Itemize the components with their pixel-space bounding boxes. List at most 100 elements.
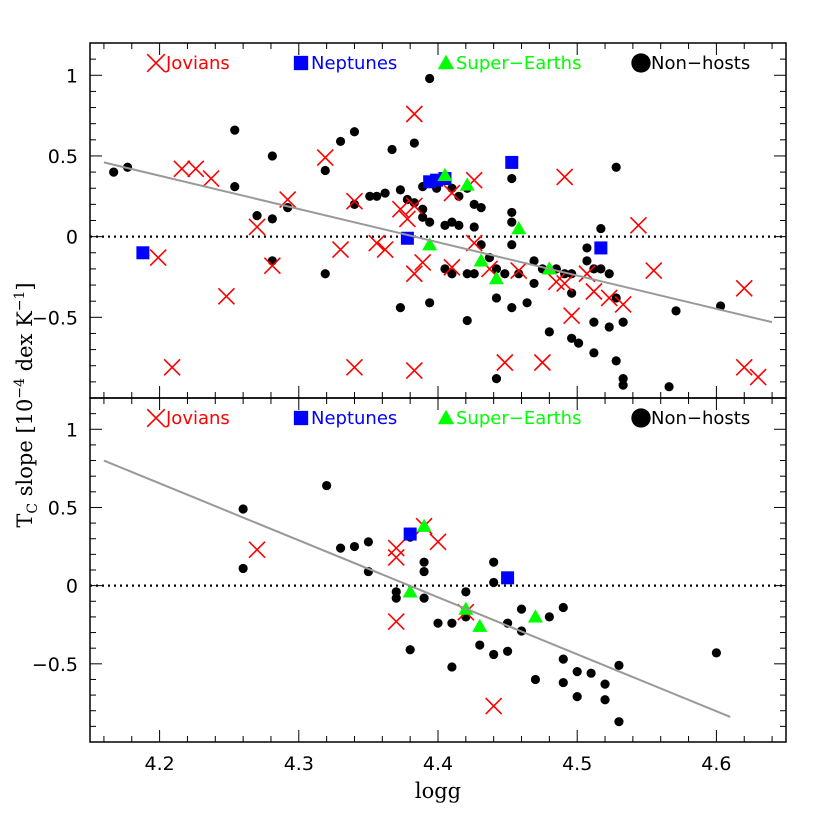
non-host-point (320, 165, 330, 176)
non-host-point (238, 563, 248, 574)
y-tick-label: 0 (66, 576, 78, 598)
jovian-point (533, 353, 551, 372)
non-host-point (475, 640, 485, 650)
non-host-point (614, 717, 624, 727)
super-earth-point (459, 177, 475, 191)
non-host-point (596, 264, 606, 274)
non-host-point (454, 220, 464, 230)
jovian-point (387, 613, 405, 631)
jovian-point (248, 218, 266, 236)
non-host-point (618, 374, 628, 384)
super-earth-point (488, 271, 504, 285)
non-host-point (461, 587, 471, 597)
non-host-point (363, 537, 373, 547)
non-host-point (405, 645, 415, 655)
y-tick-label: 0 (66, 227, 78, 249)
jovian-point (645, 261, 663, 280)
jovian-point (368, 234, 386, 252)
legend-label: Non−hosts (651, 53, 750, 74)
non-host-point (462, 315, 472, 326)
non-host-point (567, 333, 577, 343)
non-host-point (618, 380, 628, 390)
non-host-point (469, 269, 479, 279)
jovian-point (331, 240, 350, 259)
jovian-point (414, 253, 432, 272)
jovian-point (405, 197, 423, 215)
non-host-point (109, 167, 119, 177)
y-tick-label: 0.5 (48, 146, 78, 168)
super-earth-point (472, 618, 488, 632)
non-host-point (567, 288, 577, 298)
non-host-point (425, 298, 435, 308)
legend-marker-circle (631, 53, 651, 73)
non-host-point (589, 348, 599, 358)
jovian-point (443, 184, 461, 202)
y-tick-label: −0.5 (32, 307, 78, 329)
non-host-point (664, 382, 674, 392)
non-host-point (500, 269, 510, 279)
non-host-point (395, 185, 406, 195)
neptune-point (505, 155, 519, 169)
non-host-point (425, 217, 435, 227)
jovian-point (248, 541, 266, 559)
jovian-point (556, 168, 574, 186)
legend-label: Neptunes (311, 408, 397, 429)
top-panel: 1 0.5 0 −0.5 Jovians Neptunes Super−Earths Non−… (32, 42, 787, 399)
jovian-point (485, 697, 503, 715)
super-earth-point (527, 609, 543, 623)
non-host-point (611, 162, 621, 172)
jovian-point (376, 240, 394, 259)
non-host-point (604, 269, 614, 279)
trend-line (103, 459, 731, 718)
non-host-point (489, 557, 499, 567)
non-host-point (469, 199, 479, 209)
non-host-point (419, 566, 429, 577)
non-host-point (589, 264, 599, 274)
non-host-point (544, 327, 554, 337)
non-host-point (489, 577, 499, 588)
non-host-point (267, 214, 277, 224)
super-earth-point (416, 518, 432, 532)
non-host-point (507, 303, 517, 313)
non-host-point (589, 317, 599, 327)
non-host-point (572, 692, 582, 702)
non-host-point (433, 618, 443, 628)
non-host-point (503, 646, 513, 656)
non-host-point (491, 374, 502, 384)
non-host-point (573, 338, 584, 348)
non-host-point (462, 269, 472, 279)
non-host-point (230, 182, 240, 192)
x-tick-label: 4.2 (144, 753, 174, 775)
jovian-point (429, 533, 447, 551)
legend-label: Neptunes (311, 53, 397, 74)
neptune-point (403, 527, 417, 541)
non-host-point (491, 293, 502, 303)
x-tick-label: 4.3 (284, 753, 314, 775)
non-host-point (507, 207, 517, 218)
x-tick-label: 4.5 (562, 753, 592, 775)
super-earth-point (437, 167, 453, 181)
jovian-point (405, 362, 423, 380)
jovian-point (735, 279, 753, 297)
non-host-point (586, 668, 596, 678)
jovian-point (202, 169, 220, 188)
non-host-point (230, 125, 240, 135)
legend-marker-cross (146, 408, 166, 428)
jovian-point (563, 307, 581, 325)
x-tick-label: 4.4 (423, 753, 453, 775)
non-host-point (447, 662, 457, 672)
legend-marker-square (293, 55, 309, 71)
jovian-point (387, 548, 405, 567)
non-host-point (349, 541, 360, 552)
legend-marker-square (293, 410, 309, 426)
non-host-point (516, 604, 527, 614)
x-tick-label: 4.6 (701, 753, 731, 775)
non-host-point (409, 138, 419, 148)
non-host-point (507, 173, 517, 184)
y-tick-label: 1 (66, 419, 78, 441)
jovian-point (187, 160, 205, 178)
jovian-point (345, 358, 364, 376)
non-host-point (711, 648, 722, 658)
legend-marker-cross (146, 53, 166, 73)
